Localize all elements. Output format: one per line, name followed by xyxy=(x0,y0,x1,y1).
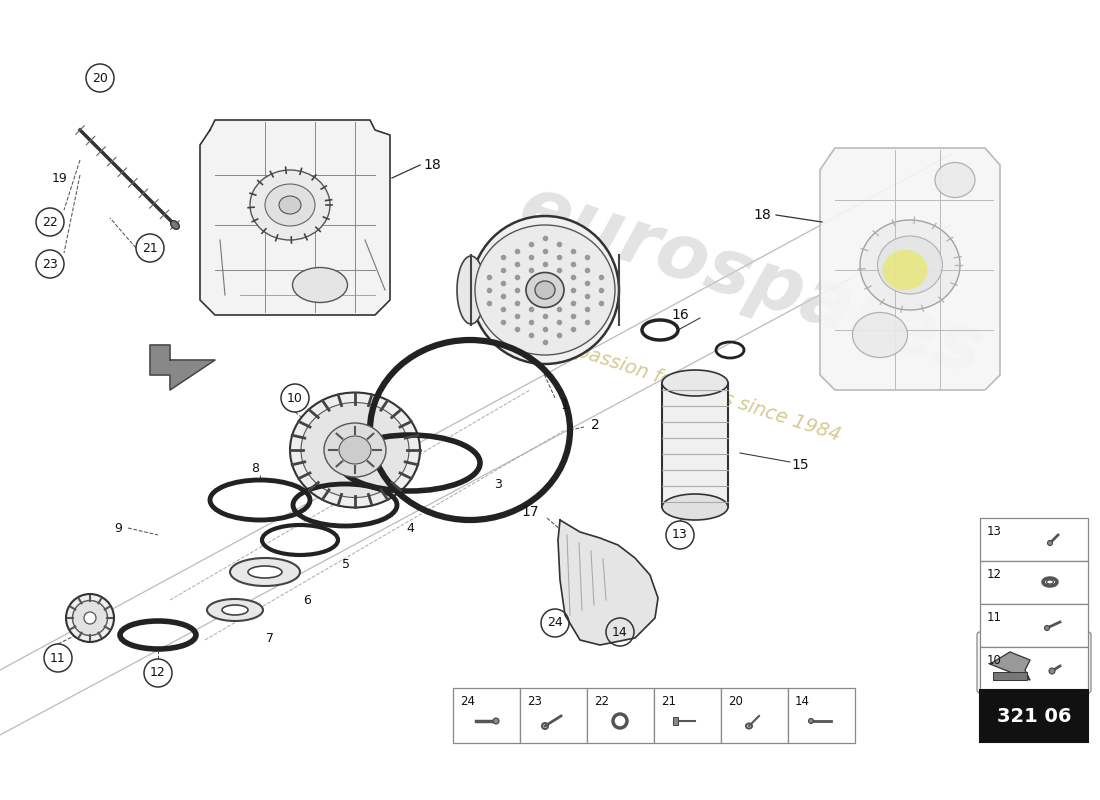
Text: 3: 3 xyxy=(494,478,502,491)
Ellipse shape xyxy=(852,313,907,358)
Text: 24: 24 xyxy=(460,695,475,708)
Ellipse shape xyxy=(493,718,499,724)
Text: 12: 12 xyxy=(150,666,166,679)
Ellipse shape xyxy=(935,162,975,198)
Ellipse shape xyxy=(248,566,282,578)
Ellipse shape xyxy=(1045,626,1049,630)
Bar xyxy=(980,647,1088,690)
Ellipse shape xyxy=(84,612,96,624)
Ellipse shape xyxy=(475,225,615,355)
Ellipse shape xyxy=(222,605,248,615)
Text: 16: 16 xyxy=(671,308,689,322)
Text: 6: 6 xyxy=(304,594,311,606)
Ellipse shape xyxy=(471,216,619,364)
Text: 13: 13 xyxy=(672,529,688,542)
Text: 1: 1 xyxy=(561,398,570,412)
Ellipse shape xyxy=(250,170,330,240)
Bar xyxy=(980,518,1088,561)
Bar xyxy=(673,717,678,725)
Text: 19: 19 xyxy=(52,171,68,185)
Bar xyxy=(980,690,1088,742)
Polygon shape xyxy=(820,148,1000,390)
Ellipse shape xyxy=(662,370,728,396)
Text: eurospares: eurospares xyxy=(509,170,991,390)
Bar xyxy=(980,561,1088,604)
Text: 23: 23 xyxy=(42,258,58,270)
Ellipse shape xyxy=(207,599,263,621)
Text: 13: 13 xyxy=(987,525,1002,538)
Ellipse shape xyxy=(301,402,409,498)
Text: 23: 23 xyxy=(527,695,542,708)
Bar xyxy=(788,688,855,743)
Text: 11: 11 xyxy=(987,611,1002,624)
Text: 321 06: 321 06 xyxy=(997,706,1071,726)
Bar xyxy=(720,688,788,743)
Bar xyxy=(654,688,720,743)
Bar xyxy=(587,688,654,743)
Text: 21: 21 xyxy=(661,695,676,708)
Bar xyxy=(453,688,520,743)
Text: 10: 10 xyxy=(287,391,303,405)
Text: 20: 20 xyxy=(728,695,743,708)
Text: 15: 15 xyxy=(791,458,808,472)
Ellipse shape xyxy=(860,220,960,310)
Ellipse shape xyxy=(1049,668,1055,674)
Text: a passion for parts since 1984: a passion for parts since 1984 xyxy=(557,335,843,445)
Text: 18: 18 xyxy=(754,208,771,222)
Text: 10: 10 xyxy=(987,654,1002,667)
Ellipse shape xyxy=(170,221,179,230)
Ellipse shape xyxy=(526,273,564,307)
Polygon shape xyxy=(990,652,1030,680)
Ellipse shape xyxy=(1046,580,1054,584)
Text: 21: 21 xyxy=(142,242,158,254)
Ellipse shape xyxy=(808,718,814,723)
Ellipse shape xyxy=(66,594,114,642)
Ellipse shape xyxy=(279,196,301,214)
Text: 7: 7 xyxy=(266,631,274,645)
Polygon shape xyxy=(150,345,214,390)
Ellipse shape xyxy=(882,250,927,290)
Text: 22: 22 xyxy=(42,215,58,229)
Bar xyxy=(662,383,728,507)
FancyBboxPatch shape xyxy=(977,632,1091,693)
Text: 24: 24 xyxy=(547,617,563,630)
Text: 8: 8 xyxy=(251,462,258,474)
Text: 18: 18 xyxy=(424,158,441,172)
Text: 12: 12 xyxy=(987,568,1002,581)
Text: 11: 11 xyxy=(51,651,66,665)
Ellipse shape xyxy=(293,267,348,302)
Text: 9: 9 xyxy=(114,522,122,534)
Text: 22: 22 xyxy=(594,695,609,708)
Bar xyxy=(993,672,1027,680)
Text: 2: 2 xyxy=(591,418,600,432)
Ellipse shape xyxy=(324,423,386,477)
Ellipse shape xyxy=(265,184,315,226)
Ellipse shape xyxy=(662,494,728,520)
Text: 5: 5 xyxy=(342,558,350,570)
Text: 14: 14 xyxy=(612,626,628,638)
Text: 4: 4 xyxy=(406,522,414,535)
Ellipse shape xyxy=(1047,541,1053,546)
Ellipse shape xyxy=(290,393,420,507)
Ellipse shape xyxy=(535,281,556,299)
Text: 14: 14 xyxy=(795,695,810,708)
Bar xyxy=(520,688,587,743)
Ellipse shape xyxy=(456,256,485,324)
Ellipse shape xyxy=(73,601,108,635)
Text: 17: 17 xyxy=(521,505,539,519)
Polygon shape xyxy=(200,120,390,315)
Ellipse shape xyxy=(339,436,371,464)
Bar xyxy=(980,604,1088,647)
Ellipse shape xyxy=(878,236,943,294)
Polygon shape xyxy=(558,520,658,645)
Ellipse shape xyxy=(230,558,300,586)
Text: 20: 20 xyxy=(92,71,108,85)
